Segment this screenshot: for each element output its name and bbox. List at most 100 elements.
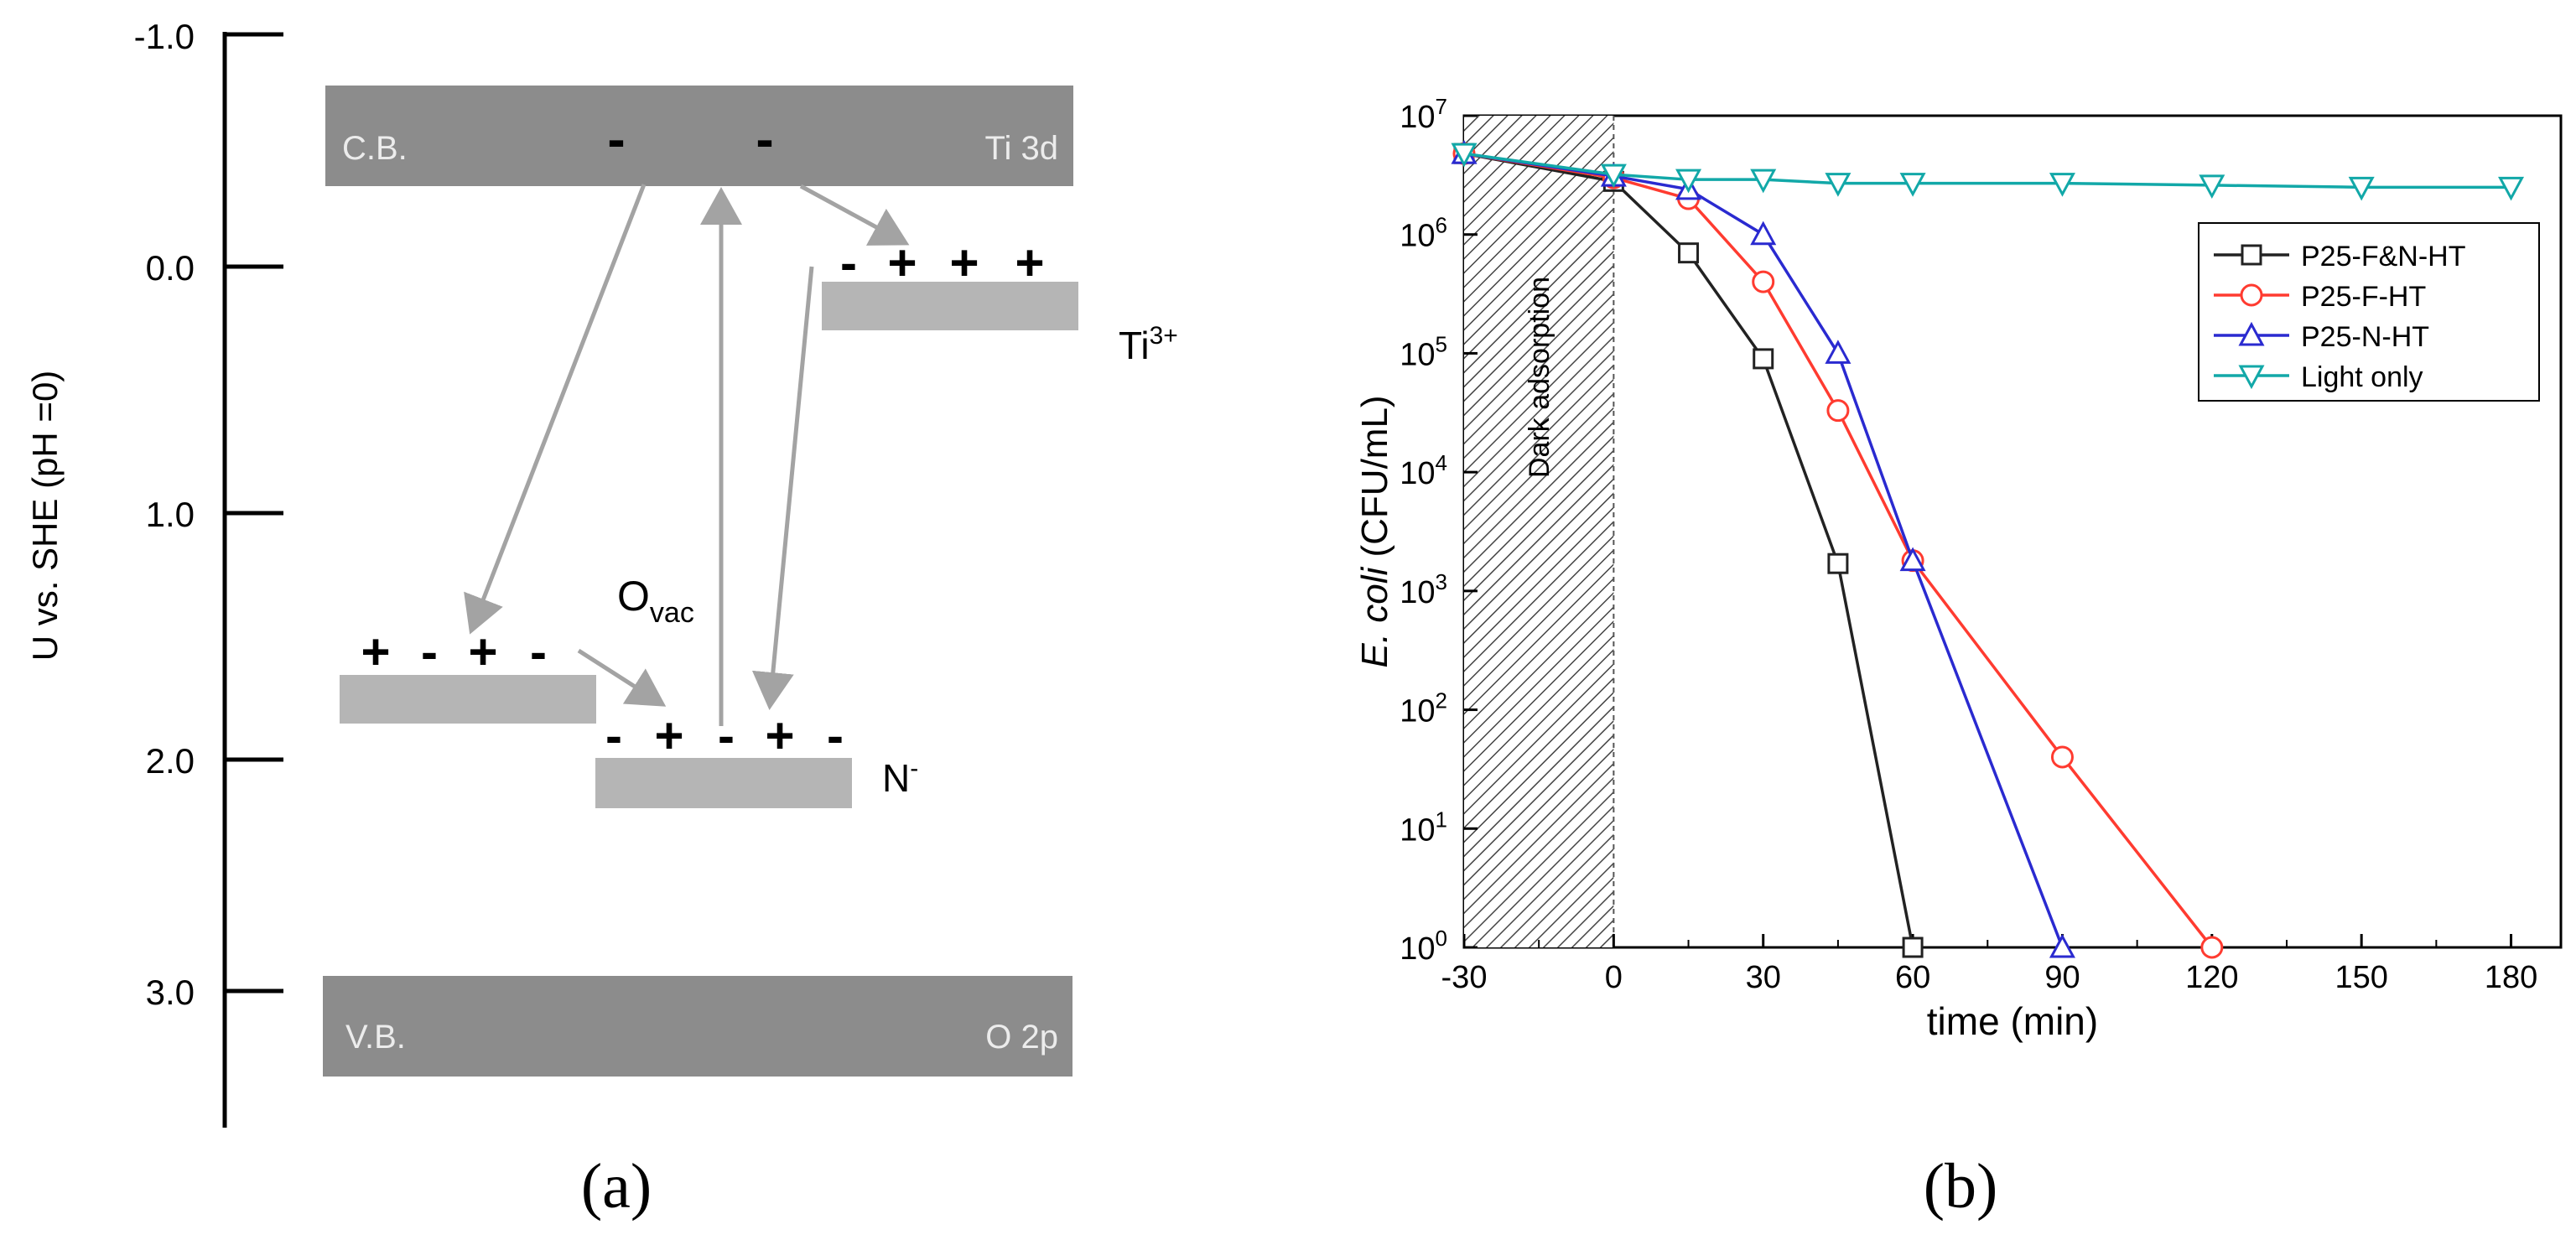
data-point — [1825, 340, 1852, 364]
data-point — [1750, 169, 1777, 194]
data-point — [2050, 745, 2074, 769]
charge: + — [654, 708, 683, 764]
data-point — [2049, 933, 2075, 958]
panel-b-chart: Dark adsorption -30 0 30 60 90 120 150 180 1001… — [1354, 94, 2563, 1222]
legend-label: P25-F-HT — [2301, 281, 2426, 313]
valence-band — [323, 976, 1072, 1077]
chart-legend: P25-F&N-HT P25-F-HT P25-N-HT Light only — [2198, 222, 2540, 402]
charge: + — [765, 708, 794, 764]
data-point — [1451, 143, 1478, 168]
y-tick-label: 105 — [1400, 331, 1447, 372]
panel-a-label: (a) — [581, 1151, 652, 1222]
x-tick-label: 150 — [2334, 960, 2387, 995]
transition-arrows — [464, 184, 910, 726]
energy-axis-title: U vs. SHE (pH =0) — [25, 371, 65, 662]
data-point — [2200, 936, 2224, 959]
y-axis-title: E. coli (CFU/mL) — [1354, 395, 1395, 667]
charge: + — [949, 235, 979, 291]
x-tick-label: 60 — [1895, 960, 1930, 995]
y-tick-label: 104 — [1400, 450, 1447, 491]
x-tick-label: 90 — [2044, 960, 2080, 995]
dark-adsorption-label: Dark adsorption — [1524, 277, 1555, 478]
left-defect-level — [340, 675, 596, 724]
y-tick-label: 103 — [1400, 569, 1447, 610]
legend-marker — [2241, 244, 2262, 266]
charge: + — [468, 624, 497, 680]
legend-label: Light only — [2301, 361, 2423, 393]
charge: + — [361, 624, 390, 680]
y-tick-label: 101 — [1400, 807, 1447, 848]
cb-label: C.B. — [342, 130, 408, 167]
ovac-label: Ovac — [617, 573, 694, 629]
legend-label: P25-N-HT — [2301, 321, 2429, 353]
tick-label: 3.0 — [146, 973, 195, 1012]
legend-marker — [2238, 321, 2265, 346]
data-point — [2049, 173, 2075, 197]
data-point — [2348, 176, 2375, 201]
cb-orbital-label: Ti 3d — [985, 130, 1058, 167]
ti3-charges: - + + + — [840, 235, 1045, 291]
n-label: N- — [882, 755, 918, 800]
tick-label: 1.0 — [146, 495, 195, 534]
charge: - — [605, 708, 622, 764]
arrow-cb-to-left-defect — [464, 184, 647, 635]
y-tick-label: 107 — [1400, 94, 1447, 135]
charge: - — [530, 624, 547, 680]
arrow-left-defect-to-n — [577, 648, 667, 707]
energy-axis-ticks: -1.0 0.0 1.0 2.0 3.0 — [134, 17, 283, 1012]
legend-marker — [2240, 283, 2263, 307]
data-point — [1827, 553, 1849, 574]
tick-label: -1.0 — [134, 17, 195, 56]
dark-adsorption-region — [1464, 116, 1614, 947]
vb-orbital-label: O 2p — [985, 1019, 1058, 1056]
series-line — [1463, 152, 2511, 189]
data-point — [1902, 936, 1924, 958]
y-tick-label: 102 — [1400, 688, 1447, 729]
ti3-level — [822, 282, 1078, 330]
data-point — [1678, 242, 1700, 264]
n-level — [595, 758, 852, 808]
legend-label: P25-F&N-HT — [2301, 241, 2465, 272]
x-axis-title: time (min) — [1927, 999, 2098, 1043]
conduction-band — [325, 86, 1073, 186]
cb-electron: - — [756, 109, 773, 169]
data-point — [1675, 169, 1702, 194]
cb-electron: - — [607, 109, 625, 169]
vb-label: V.B. — [345, 1019, 406, 1056]
x-tick-label: 30 — [1746, 960, 1781, 995]
y-axis-ticks: 100 101 102 103 104 105 106 107 — [1400, 94, 1478, 967]
charge: - — [840, 235, 857, 291]
panel-b-label: (b) — [1924, 1151, 1998, 1222]
legend-entries: P25-F&N-HT P25-F-HT P25-N-HT Light only — [2214, 241, 2465, 393]
data-point — [2498, 176, 2525, 201]
panel-a-band-diagram: -1.0 0.0 1.0 2.0 3.0 U vs. SHE (pH =0) C… — [25, 17, 1178, 1222]
ti3-label: Ti3+ — [1119, 322, 1178, 367]
data-point — [1899, 173, 1926, 197]
tick-label: 0.0 — [146, 248, 195, 288]
data-point — [1825, 173, 1852, 197]
data-point — [1753, 348, 1774, 370]
y-tick-label: 100 — [1400, 926, 1447, 967]
series-group — [1451, 140, 2525, 959]
series-line — [1463, 152, 2214, 949]
charge: - — [827, 708, 844, 764]
legend-marker — [2238, 365, 2265, 390]
charge: - — [421, 624, 438, 680]
x-tick-label: 180 — [2485, 960, 2537, 995]
y-tick-label: 106 — [1400, 213, 1447, 254]
x-tick-label: -30 — [1441, 960, 1488, 995]
data-point — [2199, 174, 2225, 200]
data-point — [1600, 163, 1627, 189]
x-tick-label: 0 — [1605, 960, 1623, 995]
n-charges: - + - + - — [605, 708, 844, 764]
arrow-ti3-to-n — [751, 266, 814, 710]
data-point — [1899, 547, 1926, 572]
x-tick-label: 120 — [2185, 960, 2238, 995]
left-defect-charges: + - + - — [361, 624, 547, 680]
data-point — [1752, 270, 1775, 293]
tick-label: 2.0 — [146, 741, 195, 781]
data-point — [1826, 399, 1850, 423]
charge: + — [1015, 235, 1044, 291]
arrow-cb-to-ti3 — [799, 184, 910, 246]
